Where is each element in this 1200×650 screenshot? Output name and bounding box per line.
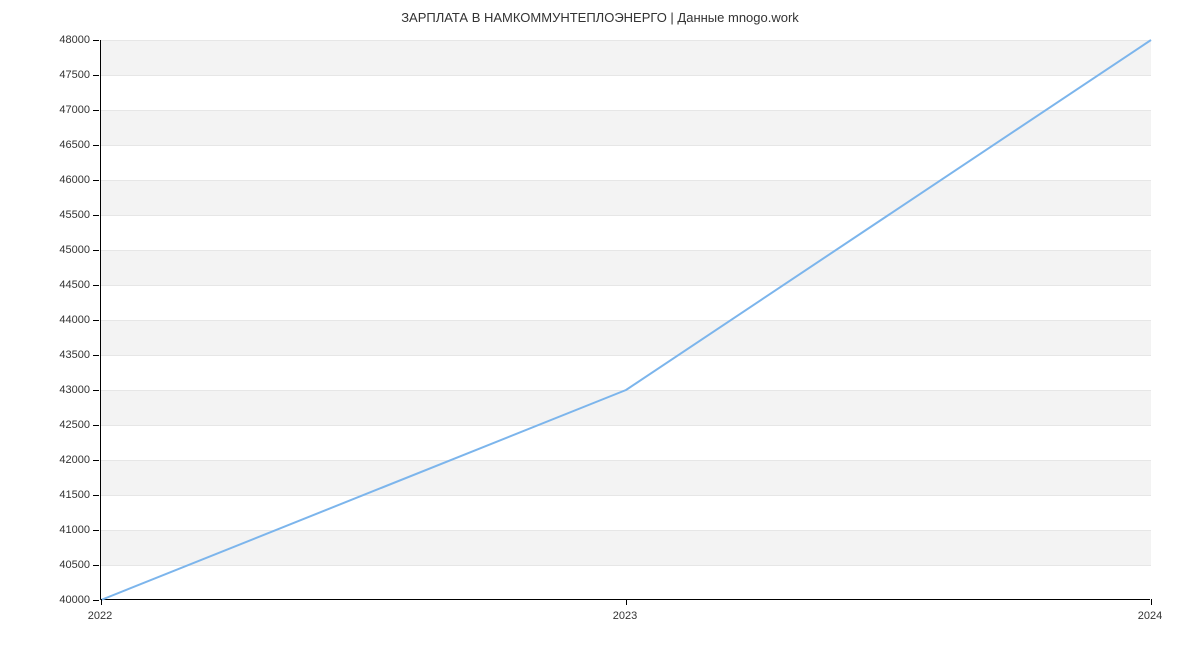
y-axis-label: 46000 bbox=[59, 174, 90, 186]
y-axis-label: 43000 bbox=[59, 384, 90, 396]
y-tick bbox=[93, 180, 99, 181]
y-tick bbox=[93, 145, 99, 146]
y-tick bbox=[93, 215, 99, 216]
y-axis-label: 40000 bbox=[59, 594, 90, 606]
y-axis-label: 40500 bbox=[59, 559, 90, 571]
y-tick bbox=[93, 75, 99, 76]
y-tick bbox=[93, 40, 99, 41]
y-axis-label: 42500 bbox=[59, 419, 90, 431]
x-axis-label: 2022 bbox=[88, 610, 112, 622]
series-line-salary bbox=[101, 40, 1151, 600]
y-axis-label: 44000 bbox=[59, 314, 90, 326]
y-axis-label: 43500 bbox=[59, 349, 90, 361]
x-tick bbox=[1151, 599, 1152, 605]
y-tick bbox=[93, 530, 99, 531]
y-tick bbox=[93, 320, 99, 321]
y-tick bbox=[93, 565, 99, 566]
y-tick bbox=[93, 390, 99, 391]
x-tick bbox=[626, 599, 627, 605]
x-axis-label: 2024 bbox=[1138, 610, 1162, 622]
chart-title: ЗАРПЛАТА В НАМКОММУНТЕПЛОЭНЕРГО | Данные… bbox=[0, 0, 1200, 25]
y-axis-label: 41500 bbox=[59, 489, 90, 501]
y-axis-label: 45000 bbox=[59, 244, 90, 256]
y-axis-label: 44500 bbox=[59, 279, 90, 291]
y-tick bbox=[93, 285, 99, 286]
line-layer bbox=[101, 40, 1151, 600]
chart-container: 202220232024 bbox=[100, 40, 1150, 600]
y-tick bbox=[93, 495, 99, 496]
y-tick bbox=[93, 425, 99, 426]
y-tick bbox=[93, 110, 99, 111]
y-axis-label: 48000 bbox=[59, 34, 90, 46]
y-axis-label: 42000 bbox=[59, 454, 90, 466]
x-axis-label: 2023 bbox=[613, 610, 637, 622]
y-tick bbox=[93, 460, 99, 461]
y-axis-label: 47000 bbox=[59, 104, 90, 116]
y-axis-label: 41000 bbox=[59, 524, 90, 536]
plot-area bbox=[100, 40, 1150, 600]
y-axis-label: 45500 bbox=[59, 209, 90, 221]
y-axis-label: 46500 bbox=[59, 139, 90, 151]
y-tick bbox=[93, 355, 99, 356]
y-tick bbox=[93, 600, 99, 601]
y-tick bbox=[93, 250, 99, 251]
x-tick bbox=[101, 599, 102, 605]
y-axis-label: 47500 bbox=[59, 69, 90, 81]
